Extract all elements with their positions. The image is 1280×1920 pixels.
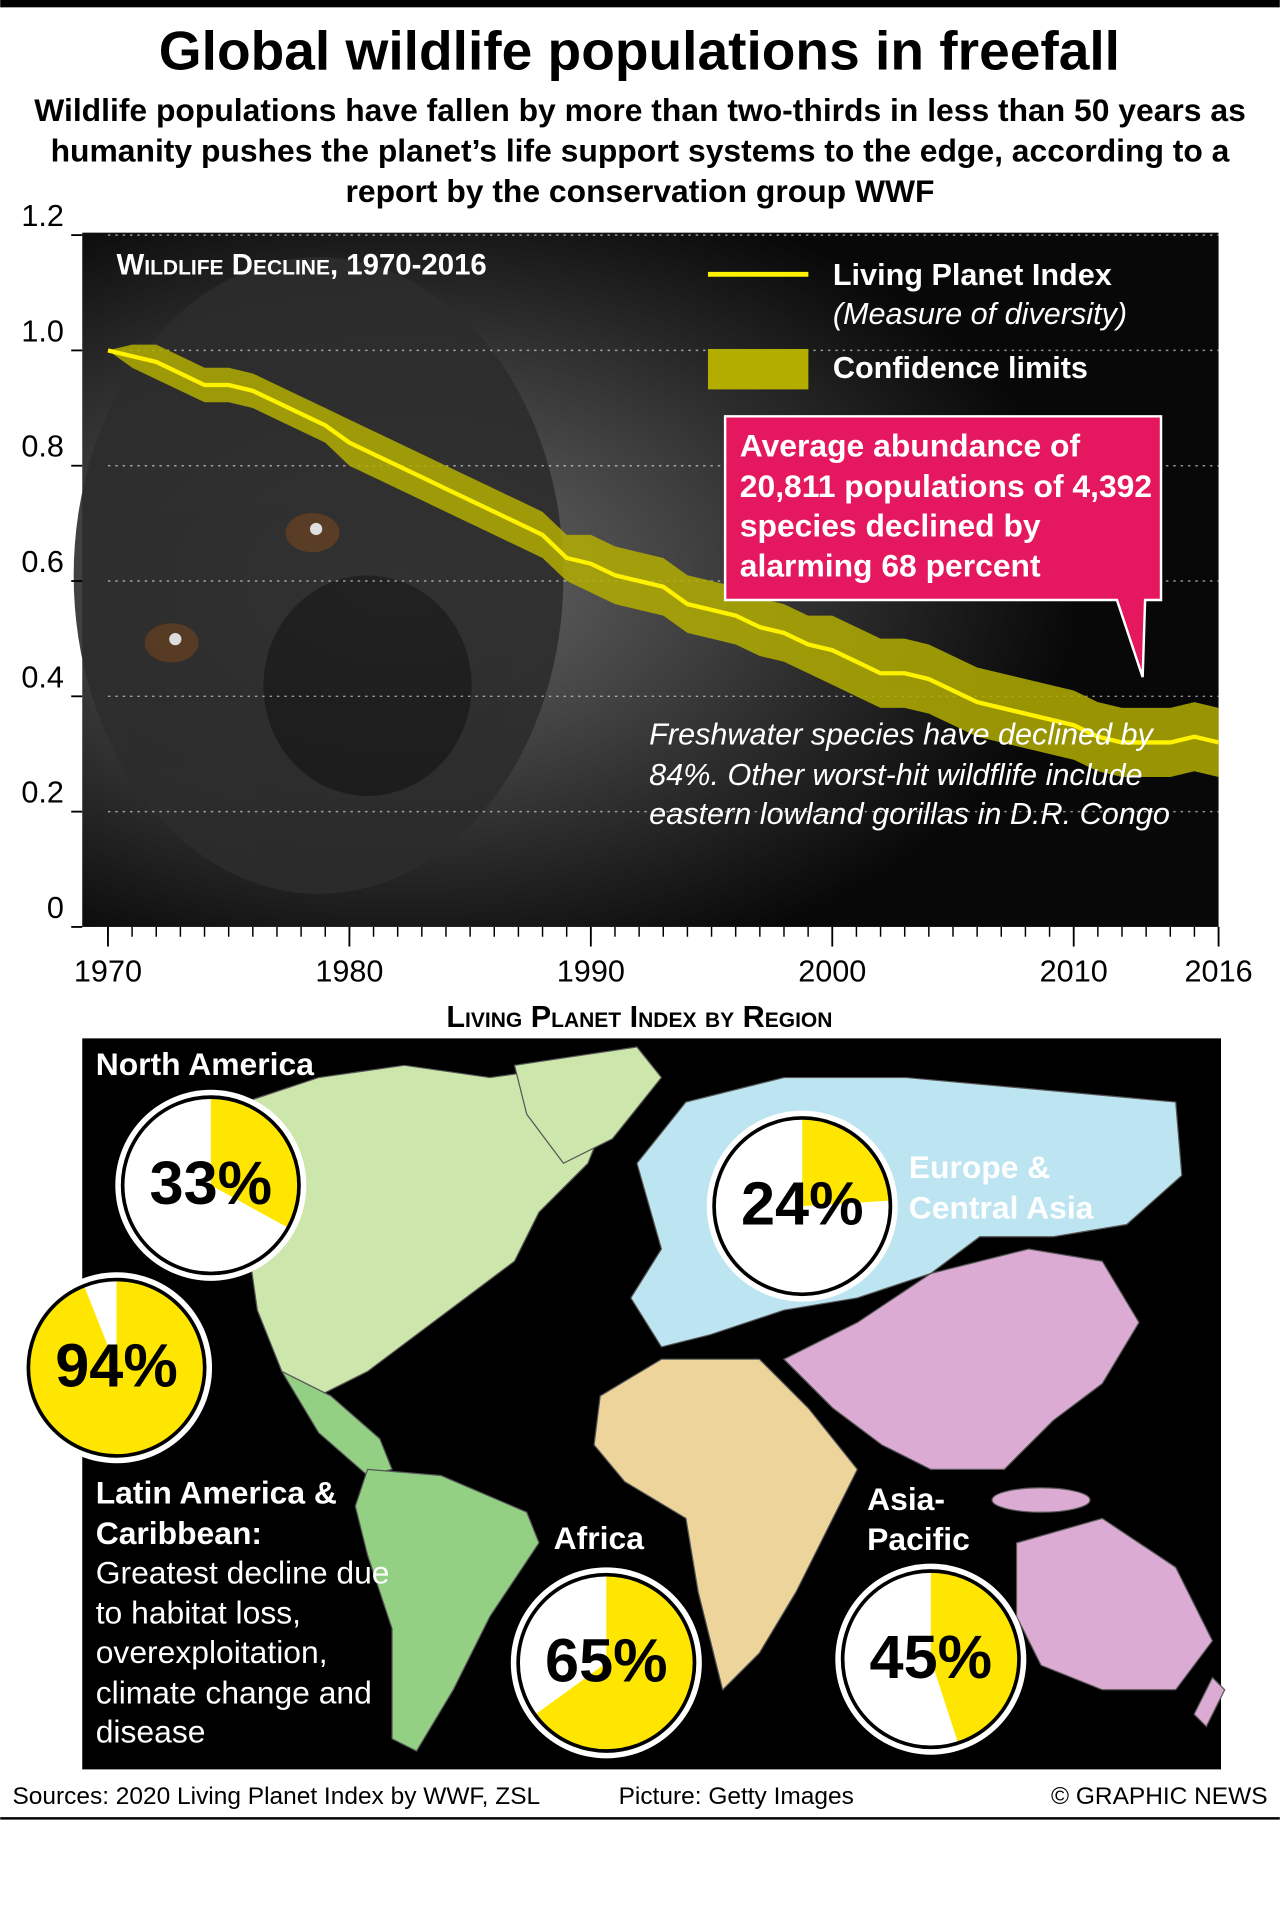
legend-label: Living Planet Index bbox=[833, 258, 1112, 292]
central-america bbox=[280, 1369, 393, 1477]
pie-border bbox=[120, 1095, 301, 1276]
pie-value-label: 33% bbox=[150, 1149, 273, 1217]
pie-slice bbox=[28, 1279, 205, 1456]
x-tick-label: 2000 bbox=[798, 955, 866, 989]
y-tick-label: 0 bbox=[47, 891, 64, 925]
note-box: Freshwater species have declined by 84%.… bbox=[649, 717, 1170, 832]
new-zealand bbox=[1193, 1676, 1226, 1728]
title: Global wildlife populations in freefall bbox=[159, 20, 1120, 82]
region-label: Latin America & Caribbean: bbox=[95, 1474, 337, 1551]
y-tick-label: 0.2 bbox=[21, 776, 64, 810]
region-label: North America bbox=[95, 1045, 314, 1083]
region-label-box: North America bbox=[95, 1045, 314, 1083]
region-label: Asia-Pacific bbox=[867, 1480, 970, 1557]
x-tick-label: 2010 bbox=[1040, 955, 1108, 989]
pie-slice bbox=[210, 1097, 299, 1228]
callout-box-text: Average abundance of 20,811 populations … bbox=[739, 427, 1153, 584]
picture-credit: Picture: Getty Images bbox=[619, 1783, 854, 1810]
subtitle: Wildlife populations have fallen by more… bbox=[34, 91, 1246, 210]
map-title: Living Planet Index by Region bbox=[446, 1000, 832, 1034]
region-label: Africa bbox=[553, 1519, 644, 1557]
islands bbox=[991, 1487, 1091, 1513]
y-tick-label: 0.4 bbox=[21, 660, 64, 694]
pie-border bbox=[516, 1572, 697, 1753]
pie-value-label: 45% bbox=[870, 1623, 993, 1691]
note: Freshwater species have declined by 84%.… bbox=[649, 717, 1170, 832]
y-tick-label: 0.6 bbox=[21, 545, 64, 579]
region-label-box: Africa bbox=[553, 1519, 644, 1557]
north-america bbox=[219, 1064, 614, 1397]
sources: Sources: 2020 Living Planet Index by WWF… bbox=[12, 1783, 540, 1810]
australia bbox=[1015, 1517, 1214, 1691]
y-tick-label: 1.2 bbox=[21, 199, 64, 233]
x-tick-label: 2016 bbox=[1185, 955, 1253, 989]
x-tick-label: 1970 bbox=[74, 955, 142, 989]
region-label-box: Latin America & Caribbean: bbox=[95, 1474, 337, 1551]
confidence-band bbox=[107, 344, 1219, 778]
y-tick-label: 1.0 bbox=[21, 314, 64, 348]
pie-border bbox=[712, 1116, 893, 1297]
legend-swatch bbox=[707, 348, 809, 390]
legend-label: Confidence limits bbox=[833, 351, 1088, 385]
pie-border bbox=[26, 1277, 207, 1458]
greenland bbox=[513, 1046, 663, 1165]
pie-value-label: 24% bbox=[741, 1170, 864, 1238]
callout: Average abundance of 20,811 populations … bbox=[739, 427, 1153, 584]
x-tick-label: 1990 bbox=[557, 955, 625, 989]
pie-value-label: 94% bbox=[55, 1331, 178, 1399]
gorilla-illustration bbox=[73, 257, 564, 894]
x-tick-label: 1980 bbox=[315, 955, 383, 989]
region-label-box: Asia-Pacific bbox=[867, 1480, 970, 1557]
lpi-line bbox=[107, 348, 1220, 745]
pie-border bbox=[840, 1569, 1021, 1750]
subtitle-box: Wildlife populations have fallen by more… bbox=[34, 91, 1246, 210]
pie-value-label: 65% bbox=[545, 1626, 668, 1694]
world-map bbox=[219, 1046, 1226, 1752]
asia bbox=[782, 1248, 1140, 1470]
panel-title: Wildlife Decline, 1970-2016 bbox=[117, 249, 487, 282]
south-america bbox=[354, 1468, 540, 1752]
y-tick-label: 0.8 bbox=[21, 430, 64, 464]
top-bar bbox=[0, 0, 1280, 8]
africa bbox=[593, 1358, 859, 1691]
region-label-box: Europe & Central Asia bbox=[908, 1148, 1094, 1226]
legend-note: (Measure of diversity) bbox=[833, 297, 1127, 331]
region-label: Europe & Central Asia bbox=[908, 1148, 1094, 1226]
region-note: Greatest decline due to habitat loss, ov… bbox=[95, 1553, 390, 1750]
callout-box bbox=[723, 415, 1163, 678]
region-note-box: Greatest decline due to habitat loss, ov… bbox=[95, 1553, 390, 1750]
pie-slice bbox=[930, 1571, 1019, 1744]
footer-rule bbox=[0, 1817, 1280, 1820]
pie-slice bbox=[535, 1574, 695, 1752]
credit: © GRAPHIC NEWS bbox=[1051, 1783, 1268, 1810]
pie-slice bbox=[802, 1117, 891, 1207]
